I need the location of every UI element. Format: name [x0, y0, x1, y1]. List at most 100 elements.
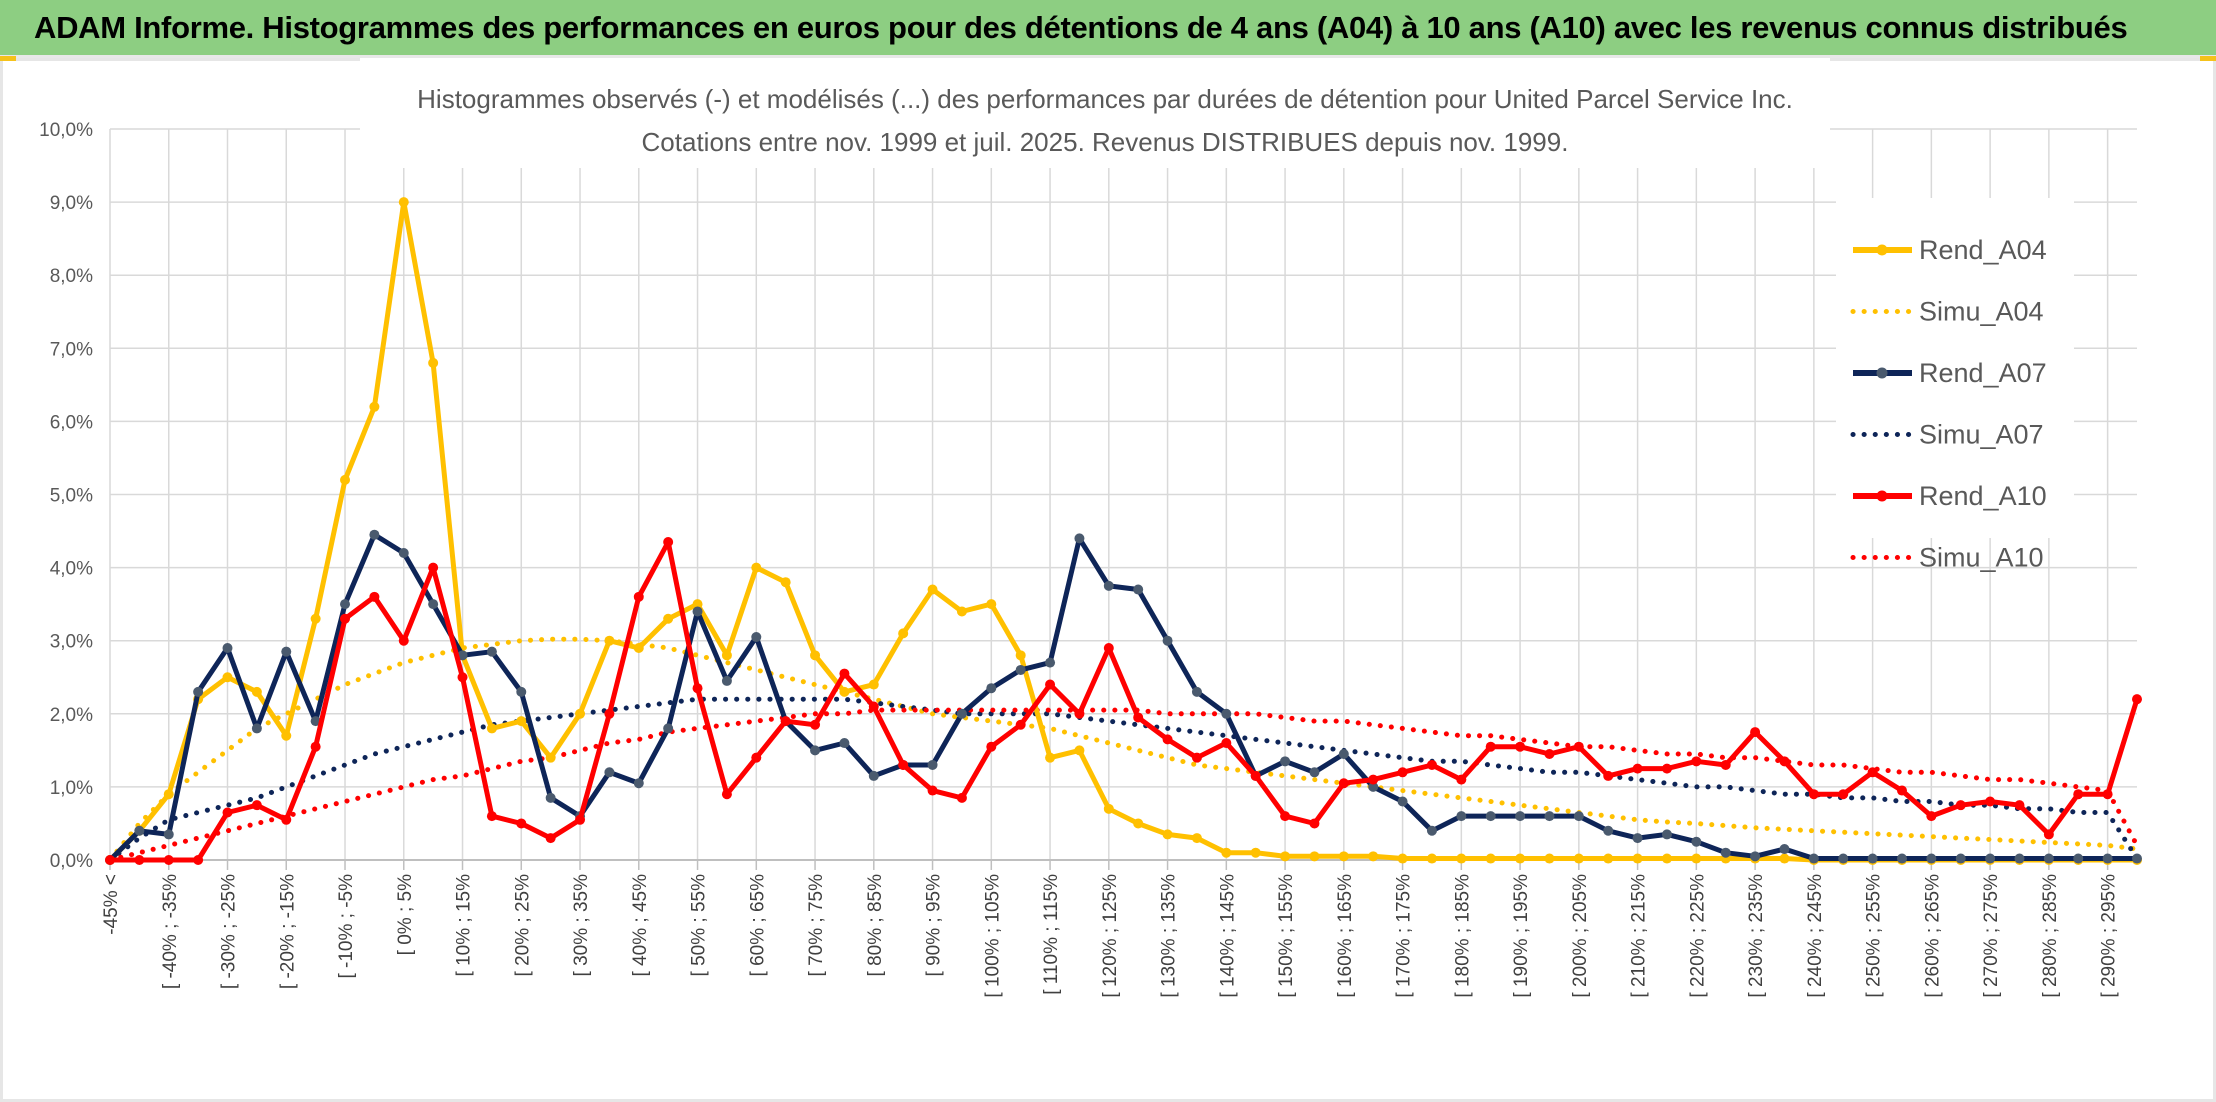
x-tick-label: [ 260% ; 265% [1922, 874, 1943, 998]
data-point [251, 723, 262, 734]
y-tick-label: 9,0% [50, 193, 93, 214]
data-point [633, 778, 644, 789]
x-tick-label: [ 130% ; 135% [1159, 874, 1180, 998]
data-point [428, 599, 439, 610]
x-tick-label: [ 110% ; 115% [1041, 874, 1062, 995]
data-point [898, 759, 909, 770]
data-point [2014, 800, 2025, 811]
data-point [281, 646, 292, 657]
data-point [721, 675, 732, 686]
data-point [545, 833, 556, 844]
series-line [107, 696, 2140, 863]
data-point [2043, 853, 2054, 864]
series-rend-a10 [105, 537, 2142, 865]
y-tick-label: 0,0% [50, 851, 93, 872]
data-point [193, 855, 204, 865]
data-point [1309, 767, 1320, 778]
data-point [1515, 853, 1526, 864]
data-point [2014, 853, 2025, 864]
data-point [486, 723, 497, 734]
y-tick-label: 4,0% [50, 559, 93, 580]
data-point [604, 635, 615, 646]
data-point [1808, 789, 1819, 800]
legend-marker [1876, 367, 1888, 379]
legend-label: Simu_A04 [1919, 297, 2044, 327]
x-tick-label: [ 30% ; 35% [571, 874, 592, 977]
y-tick-label: 10,0% [39, 120, 93, 141]
data-point [1603, 770, 1614, 781]
data-point [1426, 759, 1437, 770]
data-point [1779, 844, 1790, 855]
data-point [839, 738, 850, 749]
data-point [1368, 851, 1379, 862]
legend-item-simu-a10: Simu_A10 [1850, 543, 2044, 573]
data-point [1368, 774, 1379, 785]
data-point [1896, 853, 1907, 864]
data-point [516, 818, 527, 829]
data-point [1544, 811, 1555, 822]
x-tick-label: [ 150% ; 155% [1276, 874, 1297, 998]
frame-corner-right [2200, 56, 2216, 61]
data-point [428, 562, 439, 573]
data-point [222, 807, 233, 818]
data-point [1045, 752, 1056, 763]
data-point [751, 752, 762, 763]
series-line [110, 539, 2140, 863]
data-point [281, 730, 292, 741]
x-tick-label: [ 70% ; 75% [806, 874, 827, 977]
x-tick-label: [ 50% ; 55% [689, 874, 710, 977]
x-tick-label: [ 280% ; 285% [2040, 874, 2061, 998]
legend-label: Simu_A07 [1919, 420, 2044, 450]
data-point [1544, 853, 1555, 864]
data-point [1191, 686, 1202, 697]
histogram-chart: 0,0% 1,0% 2,0% 3,0% 4,0% 5,0% 6,0% 7,0% 8,0% 9,0%… [39, 58, 2142, 998]
x-tick-label: [ 170% ; 175% [1394, 874, 1415, 998]
data-point [1456, 774, 1467, 785]
x-tick-label: [ 220% ; 225% [1687, 874, 1708, 998]
x-tick-label: [ 200% ; 205% [1570, 874, 1591, 998]
chart-grid [109, 128, 2137, 861]
legend-label: Rend_A07 [1919, 358, 2047, 388]
data-point [1426, 825, 1437, 836]
data-point [1103, 580, 1114, 591]
data-point [163, 789, 174, 800]
data-point [1985, 796, 1996, 807]
data-point [1015, 664, 1026, 675]
legend-marker [1876, 490, 1888, 502]
y-tick-label: 1,0% [50, 778, 93, 799]
data-point [575, 814, 586, 825]
data-point [692, 599, 703, 610]
data-point [369, 401, 380, 412]
data-point [839, 686, 850, 697]
x-tick-label: [ 120% ; 125% [1100, 874, 1121, 998]
x-tick-label: [ 90% ; 95% [924, 874, 945, 977]
data-point [1691, 836, 1702, 847]
data-point [1750, 727, 1761, 738]
series-line [108, 199, 2137, 863]
data-point [398, 635, 409, 646]
data-point [1985, 853, 1996, 864]
data-point [1808, 853, 1819, 864]
data-point [1368, 781, 1379, 792]
data-point [2102, 789, 2113, 800]
data-point [1250, 770, 1261, 781]
data-point [428, 357, 439, 368]
data-point [868, 770, 879, 781]
data-point [2043, 829, 2054, 840]
x-tick-label: -45% < [101, 874, 122, 935]
legend-label: Simu_A10 [1919, 543, 2044, 573]
data-point [751, 632, 762, 643]
report-title: ADAM Informe. Histogrammes des performan… [34, 10, 2128, 45]
data-point [1338, 851, 1349, 862]
x-tick-label: [ 180% ; 185% [1452, 874, 1473, 998]
data-point [1632, 833, 1643, 844]
data-point [927, 584, 938, 595]
data-point [780, 577, 791, 588]
data-point [927, 759, 938, 770]
data-point [604, 767, 615, 778]
y-tick-label: 2,0% [50, 705, 93, 726]
data-point [1162, 635, 1173, 646]
x-tick-label: [ 80% ; 85% [865, 874, 886, 977]
data-point [1133, 712, 1144, 723]
x-tick-label: [ -10% ; -5% [336, 874, 357, 979]
